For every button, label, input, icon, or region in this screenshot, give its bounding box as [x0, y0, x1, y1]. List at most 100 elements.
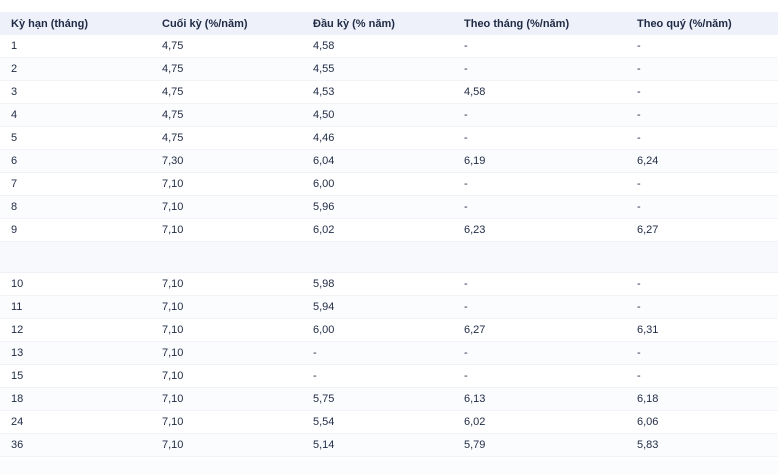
cell-monthly: -	[464, 370, 468, 382]
cell-term: 9	[11, 224, 18, 236]
table-row: 15 7,10 - - -	[0, 365, 778, 388]
cell-monthly: -	[464, 109, 468, 121]
cell-term: 1	[11, 40, 18, 52]
cell-quarterly: -	[637, 178, 641, 190]
cell-end-of-term: 7,10	[162, 416, 184, 428]
table-header: Kỳ hạn (tháng) Cuối kỳ (%/năm) Đầu kỳ (%…	[0, 12, 778, 35]
cell-end-of-term: 7,10	[162, 439, 184, 451]
cell-start-of-term: 5,14	[313, 439, 335, 451]
table-row: 24 7,10 5,54 6,02 6,06	[0, 411, 778, 434]
cell-monthly: -	[464, 178, 468, 190]
table-row: 3 4,75 4,53 4,58 -	[0, 81, 778, 104]
table-body-group-2: 10 7,10 5,98 - - 11 7,10 5,94 - - 12 7,10 6,00 6,27 6,…	[0, 273, 778, 457]
cell-term: 24	[11, 416, 24, 428]
cell-monthly: -	[464, 201, 468, 213]
table-row: 36 7,10 5,14 5,79 5,83	[0, 434, 778, 457]
cell-end-of-term: 7,10	[162, 224, 184, 236]
cell-start-of-term: 5,96	[313, 201, 335, 213]
table-row: 18 7,10 5,75 6,13 6,18	[0, 388, 778, 411]
cell-monthly: -	[464, 278, 468, 290]
cell-quarterly: -	[637, 40, 641, 52]
cell-quarterly: -	[637, 201, 641, 213]
cell-quarterly: 6,06	[637, 416, 659, 428]
cell-start-of-term: 4,58	[313, 40, 335, 52]
cell-start-of-term: 5,54	[313, 416, 335, 428]
cell-monthly: 5,79	[464, 439, 486, 451]
table-row: 4 4,75 4,50 - -	[0, 104, 778, 127]
cell-term: 10	[11, 278, 24, 290]
cell-quarterly: -	[637, 109, 641, 121]
cell-quarterly: -	[637, 301, 641, 313]
cell-quarterly: 6,24	[637, 155, 659, 167]
table-row: 5 4,75 4,46 - -	[0, 127, 778, 150]
cell-end-of-term: 4,75	[162, 132, 184, 144]
cell-monthly: 6,19	[464, 155, 486, 167]
cell-quarterly: 6,31	[637, 324, 659, 336]
header-quarterly: Theo quý (%/năm)	[637, 17, 732, 30]
cell-term: 6	[11, 155, 18, 167]
cell-quarterly: -	[637, 278, 641, 290]
cell-term: 36	[11, 439, 24, 451]
cell-term: 18	[11, 393, 24, 405]
table-row: 11 7,10 5,94 - -	[0, 296, 778, 319]
cell-monthly: -	[464, 301, 468, 313]
table-row: 7 7,10 6,00 - -	[0, 173, 778, 196]
cell-start-of-term: 5,75	[313, 393, 335, 405]
cell-start-of-term: 6,00	[313, 324, 335, 336]
header-term: Kỳ hạn (tháng)	[11, 17, 88, 30]
cell-quarterly: 5,83	[637, 439, 659, 451]
cell-end-of-term: 7,10	[162, 278, 184, 290]
header-monthly: Theo tháng (%/năm)	[464, 17, 570, 30]
table-footer-area	[0, 460, 778, 474]
cell-monthly: -	[464, 132, 468, 144]
cell-end-of-term: 7,30	[162, 155, 184, 167]
table-row: 8 7,10 5,96 - -	[0, 196, 778, 219]
cell-start-of-term: 4,55	[313, 63, 335, 75]
cell-term: 15	[11, 370, 24, 382]
header-start-of-term: Đầu kỳ (% năm)	[313, 17, 395, 30]
cell-monthly: 6,02	[464, 416, 486, 428]
table-row: 13 7,10 - - -	[0, 342, 778, 365]
cell-start-of-term: -	[313, 347, 317, 359]
cell-end-of-term: 4,75	[162, 109, 184, 121]
cell-quarterly: -	[637, 132, 641, 144]
cell-start-of-term: 6,04	[313, 155, 335, 167]
cell-term: 12	[11, 324, 24, 336]
cell-start-of-term: 4,53	[313, 86, 335, 98]
cell-term: 8	[11, 201, 18, 213]
cell-start-of-term: 4,50	[313, 109, 335, 121]
interest-rate-table: Kỳ hạn (tháng) Cuối kỳ (%/năm) Đầu kỳ (%…	[0, 12, 778, 457]
cell-start-of-term: 5,94	[313, 301, 335, 313]
cell-quarterly: -	[637, 86, 641, 98]
cell-end-of-term: 4,75	[162, 86, 184, 98]
cell-term: 11	[11, 301, 23, 313]
table-row: 9 7,10 6,02 6,23 6,27	[0, 219, 778, 242]
cell-start-of-term: 6,00	[313, 178, 335, 190]
cell-quarterly: 6,18	[637, 393, 659, 405]
table-spacer	[0, 242, 778, 273]
cell-monthly: -	[464, 40, 468, 52]
cell-end-of-term: 7,10	[162, 178, 184, 190]
cell-start-of-term: 6,02	[313, 224, 335, 236]
cell-term: 3	[11, 86, 18, 98]
table-row: 12 7,10 6,00 6,27 6,31	[0, 319, 778, 342]
cell-monthly: -	[464, 347, 468, 359]
cell-term: 7	[11, 178, 18, 190]
cell-term: 13	[11, 347, 24, 359]
cell-monthly: 4,58	[464, 86, 486, 98]
cell-end-of-term: 7,10	[162, 370, 184, 382]
cell-monthly: -	[464, 63, 468, 75]
table-row: 1 4,75 4,58 - -	[0, 35, 778, 58]
table-row: 10 7,10 5,98 - -	[0, 273, 778, 296]
cell-monthly: 6,27	[464, 324, 486, 336]
table-row: 2 4,75 4,55 - -	[0, 58, 778, 81]
cell-term: 4	[11, 109, 18, 121]
cell-start-of-term: -	[313, 370, 317, 382]
cell-end-of-term: 7,10	[162, 301, 184, 313]
cell-monthly: 6,23	[464, 224, 486, 236]
cell-term: 2	[11, 63, 18, 75]
cell-end-of-term: 7,10	[162, 324, 184, 336]
cell-quarterly: -	[637, 370, 641, 382]
cell-quarterly: -	[637, 63, 641, 75]
cell-start-of-term: 5,98	[313, 278, 335, 290]
